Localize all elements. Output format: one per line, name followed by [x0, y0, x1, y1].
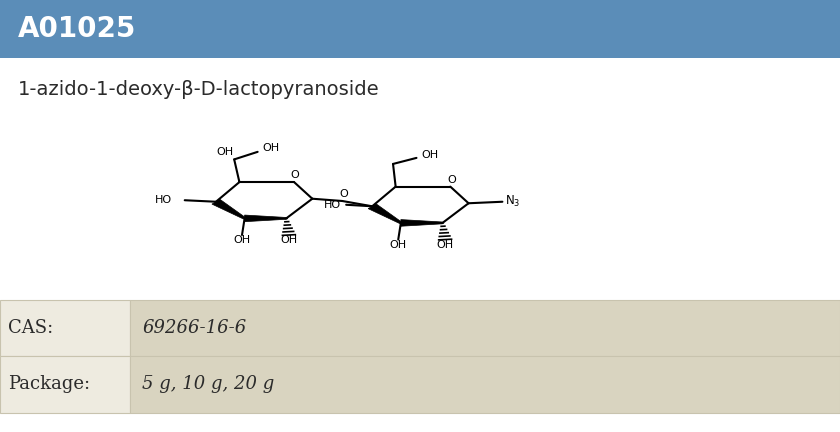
Text: CAS:: CAS:: [8, 319, 53, 337]
Text: HO: HO: [324, 200, 341, 210]
Text: OH: OH: [390, 240, 407, 250]
Polygon shape: [244, 215, 286, 222]
Text: OH: OH: [422, 150, 438, 160]
Text: OH: OH: [216, 147, 234, 157]
FancyBboxPatch shape: [130, 300, 840, 356]
Text: O: O: [339, 189, 348, 199]
FancyBboxPatch shape: [0, 300, 130, 356]
Text: Package:: Package:: [8, 375, 90, 394]
Polygon shape: [368, 204, 402, 223]
Text: O: O: [447, 175, 456, 185]
Text: 69266-16-6: 69266-16-6: [142, 319, 246, 337]
Polygon shape: [212, 200, 246, 219]
Text: 1-azido-1-deoxy-β-D-lactopyranoside: 1-azido-1-deoxy-β-D-lactopyranoside: [18, 80, 380, 99]
FancyBboxPatch shape: [0, 0, 840, 58]
Text: N$_3$: N$_3$: [505, 194, 521, 209]
FancyBboxPatch shape: [0, 356, 130, 413]
Text: OH: OH: [281, 235, 297, 245]
Text: OH: OH: [263, 143, 280, 153]
Text: OH: OH: [437, 240, 454, 250]
Text: O: O: [291, 171, 300, 181]
Text: A01025: A01025: [18, 15, 136, 43]
Text: HO: HO: [155, 195, 171, 205]
FancyBboxPatch shape: [130, 356, 840, 413]
Text: 5 g, 10 g, 20 g: 5 g, 10 g, 20 g: [142, 375, 275, 394]
Polygon shape: [401, 219, 443, 226]
Text: OH: OH: [234, 235, 250, 245]
